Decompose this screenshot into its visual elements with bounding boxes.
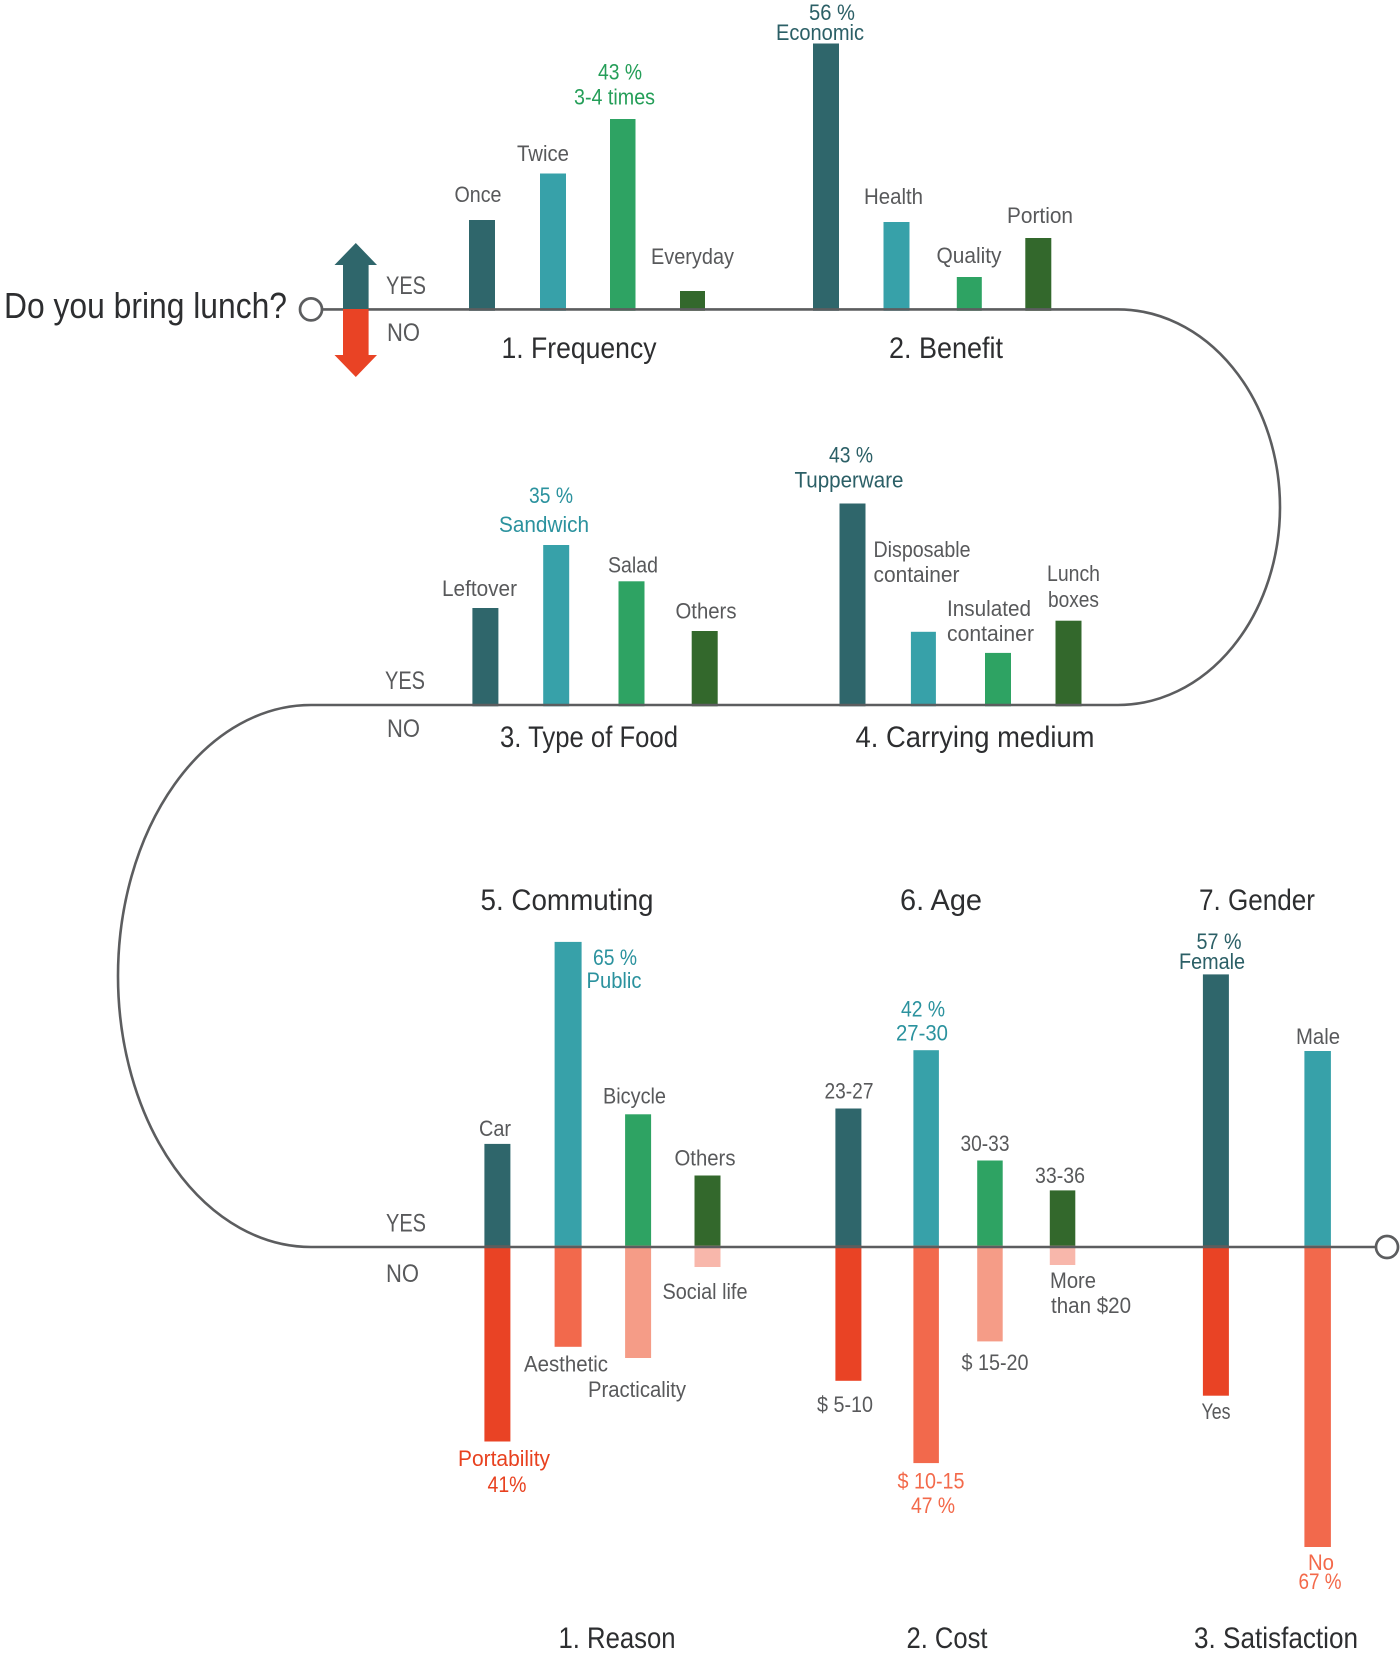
- svg-text:than $20: than $20: [1051, 1293, 1131, 1318]
- svg-text:Economic: Economic: [776, 20, 864, 45]
- svg-text:2. Benefit: 2. Benefit: [889, 332, 1004, 365]
- svg-text:Female: Female: [1179, 949, 1245, 974]
- svg-text:Others: Others: [676, 599, 737, 624]
- svg-text:3-4 times: 3-4 times: [574, 85, 655, 110]
- svg-text:Insulated: Insulated: [947, 596, 1031, 621]
- svg-text:YES: YES: [386, 1210, 426, 1238]
- svg-text:Health: Health: [864, 184, 923, 209]
- svg-text:container: container: [947, 621, 1034, 646]
- svg-text:27-30: 27-30: [896, 1021, 948, 1046]
- svg-text:$ 5-10: $ 5-10: [817, 1392, 873, 1417]
- svg-text:6. Age: 6. Age: [900, 884, 982, 917]
- svg-text:43 %: 43 %: [598, 60, 642, 85]
- svg-text:YES: YES: [386, 272, 426, 300]
- svg-text:35 %: 35 %: [529, 483, 573, 508]
- svg-text:Tupperware: Tupperware: [795, 468, 904, 493]
- svg-text:Portability: Portability: [458, 1446, 550, 1471]
- svg-text:Car: Car: [479, 1116, 511, 1141]
- svg-text:Social life: Social life: [663, 1279, 748, 1304]
- svg-text:43 %: 43 %: [829, 443, 873, 468]
- svg-text:NO: NO: [386, 1260, 419, 1288]
- svg-text:More: More: [1050, 1268, 1096, 1293]
- svg-text:YES: YES: [385, 667, 425, 695]
- svg-text:Practicality: Practicality: [588, 1377, 686, 1402]
- svg-text:Once: Once: [455, 182, 502, 207]
- svg-text:7. Gender: 7. Gender: [1199, 884, 1315, 917]
- svg-text:3. Satisfaction: 3. Satisfaction: [1194, 1622, 1358, 1655]
- svg-text:boxes: boxes: [1048, 587, 1099, 612]
- svg-text:3. Type of Food: 3. Type of Food: [500, 721, 678, 754]
- svg-text:Lunch: Lunch: [1047, 561, 1100, 586]
- svg-text:5. Commuting: 5. Commuting: [481, 884, 654, 917]
- svg-text:Male: Male: [1296, 1024, 1340, 1049]
- svg-text:$ 15-20: $ 15-20: [962, 1350, 1029, 1375]
- svg-text:Quality: Quality: [937, 243, 1002, 268]
- svg-text:47 %: 47 %: [911, 1493, 955, 1518]
- svg-text:container: container: [874, 562, 960, 587]
- svg-text:Everyday: Everyday: [651, 244, 734, 269]
- svg-text:65 %: 65 %: [593, 945, 637, 970]
- svg-text:1. Frequency: 1. Frequency: [502, 332, 657, 365]
- svg-text:No: No: [1308, 1550, 1334, 1575]
- svg-text:56 %: 56 %: [809, 0, 855, 25]
- svg-text:Others: Others: [675, 1145, 736, 1170]
- svg-text:Public: Public: [587, 968, 642, 993]
- svg-text:Disposable: Disposable: [874, 537, 971, 562]
- svg-text:30-33: 30-33: [961, 1131, 1010, 1156]
- svg-text:42 %: 42 %: [901, 997, 945, 1022]
- svg-text:Salad: Salad: [608, 553, 658, 578]
- svg-text:NO: NO: [387, 715, 420, 743]
- svg-text:41%: 41%: [488, 1472, 527, 1497]
- svg-text:2. Cost: 2. Cost: [907, 1622, 989, 1655]
- svg-text:1. Reason: 1. Reason: [559, 1622, 676, 1655]
- svg-text:Yes: Yes: [1202, 1399, 1231, 1424]
- svg-text:Aesthetic: Aesthetic: [524, 1352, 608, 1377]
- svg-text:Twice: Twice: [517, 141, 569, 166]
- svg-text:33-36: 33-36: [1035, 1163, 1085, 1188]
- svg-text:Portion: Portion: [1007, 203, 1073, 228]
- svg-text:Bicycle: Bicycle: [603, 1084, 666, 1109]
- svg-text:$ 10-15: $ 10-15: [898, 1469, 965, 1494]
- svg-text:Do you bring lunch?: Do you bring lunch?: [4, 285, 287, 326]
- svg-text:Sandwich: Sandwich: [499, 512, 589, 537]
- svg-text:NO: NO: [387, 319, 420, 347]
- svg-text:23-27: 23-27: [825, 1079, 874, 1104]
- svg-text:4. Carrying medium: 4. Carrying medium: [856, 721, 1095, 754]
- svg-text:67 %: 67 %: [1299, 1569, 1342, 1594]
- svg-text:57 %: 57 %: [1197, 929, 1242, 954]
- svg-text:Leftover: Leftover: [442, 576, 517, 601]
